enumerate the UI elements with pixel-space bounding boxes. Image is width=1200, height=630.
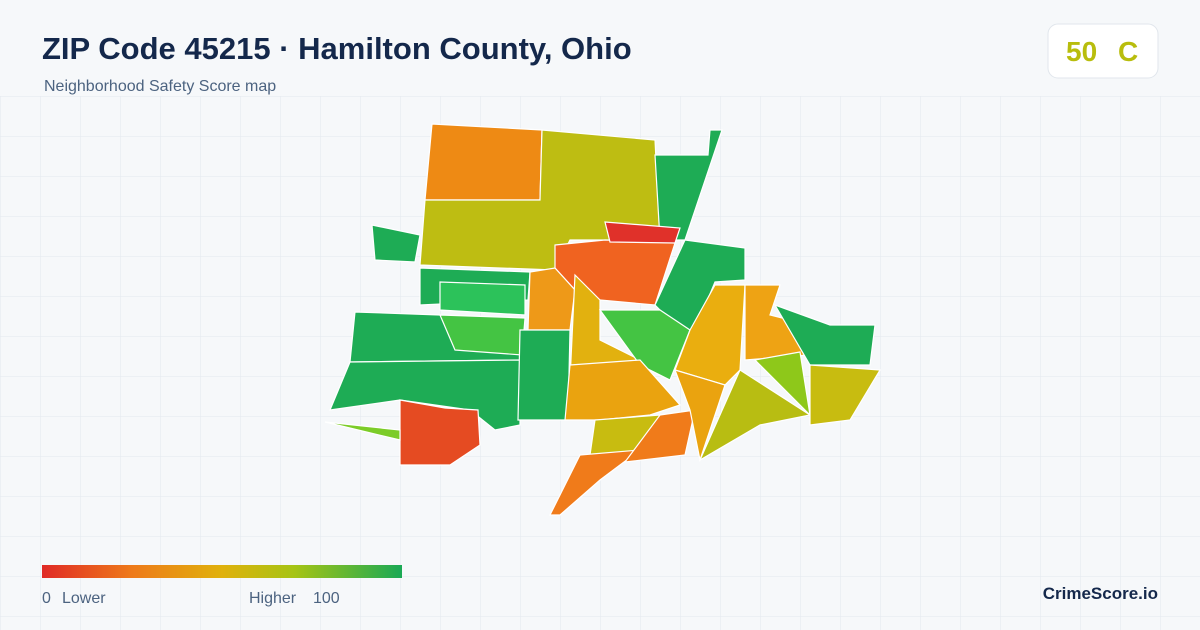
district <box>809 364 882 426</box>
district <box>371 224 421 263</box>
score-badge <box>1047 23 1159 79</box>
district-layer <box>324 123 882 516</box>
legend-ramp <box>42 565 402 578</box>
brand: CrimeScore.io <box>1043 584 1158 603</box>
district <box>439 281 526 316</box>
score-grade: C <box>1118 36 1138 67</box>
legend-min-label: Lower <box>62 590 106 607</box>
district <box>527 267 576 331</box>
title: ZIP Code 45215 · Hamilton County, Ohio <box>42 31 632 66</box>
legend-max: 100 <box>313 590 340 607</box>
legend-min: 0 <box>42 590 51 607</box>
district <box>564 359 682 421</box>
district <box>549 449 643 516</box>
district <box>517 329 571 421</box>
legend-max-label: Higher <box>249 590 297 607</box>
district <box>424 123 543 201</box>
score-value: 50 <box>1066 36 1097 67</box>
district <box>324 421 401 441</box>
subtitle: Neighborhood Safety Score map <box>44 78 276 95</box>
district <box>773 303 876 366</box>
district <box>623 409 696 463</box>
district <box>753 351 811 417</box>
district <box>399 399 481 466</box>
district <box>604 221 681 244</box>
